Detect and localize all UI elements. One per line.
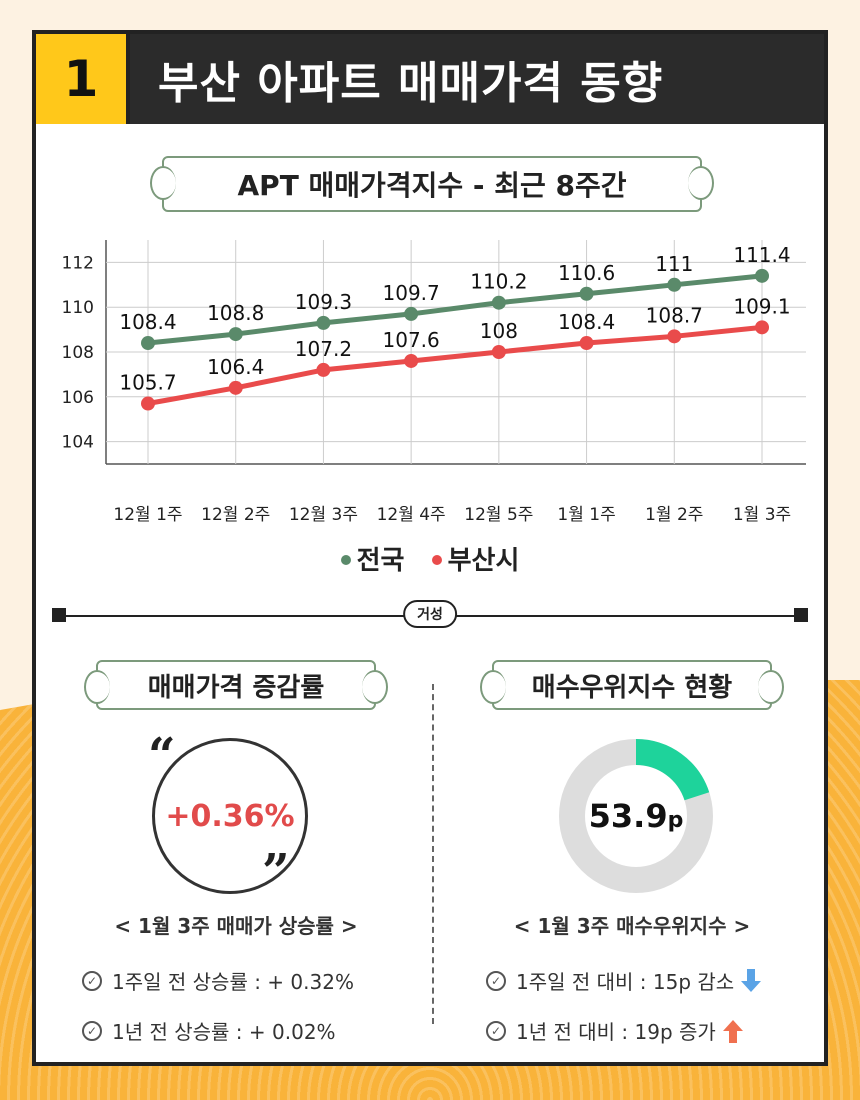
buy-value: 53.9: [588, 797, 668, 835]
legend-item-busan: 부산시: [431, 546, 520, 576]
check-circle-icon: ✓: [82, 1020, 102, 1041]
donut-svg: [559, 739, 713, 893]
header-bar: 1 부산 아파트 매매가격 동향: [36, 34, 824, 124]
section-divider: 거성: [52, 600, 808, 628]
chart-title-ribbon: APT 매매가격지수 - 최근 8주간: [150, 156, 714, 212]
rate-value: +0.36%: [165, 798, 295, 834]
data-label: 111.4: [733, 243, 790, 267]
buy-donut: 53.9 p: [554, 734, 718, 898]
y-tick-label: 112: [62, 253, 94, 273]
data-label: 108.8: [207, 301, 264, 325]
rate-title: 매매가격 증감률: [147, 672, 325, 703]
data-point: [404, 306, 419, 321]
vertical-divider: [432, 684, 434, 1024]
data-point: [755, 320, 769, 335]
data-point: [316, 362, 331, 377]
buy-item-year: ✓ 1년 전 대비 : 19p 증가: [486, 1016, 744, 1045]
buy-item-week: ✓ 1주일 전 대비 : 15p 감소: [486, 966, 762, 995]
y-tick-label: 108: [62, 343, 94, 363]
data-label: 108: [480, 319, 518, 343]
data-label: 106.4: [207, 355, 264, 379]
y-tick-label: 110: [62, 298, 94, 318]
data-point: [404, 353, 419, 368]
x-tick-label: 12월 3주: [289, 505, 358, 525]
arrow-up-icon: [722, 1019, 743, 1043]
rate-item-week: ✓ 1주일 전 상승률 : + 0.32%: [82, 966, 354, 995]
data-point: [491, 295, 506, 310]
x-tick-label: 1월 3주: [733, 505, 791, 525]
data-point: [228, 327, 243, 342]
series-line-0: [147, 273, 763, 346]
section-number: 1: [36, 34, 130, 124]
divider-square-right: [794, 608, 808, 622]
data-point: [667, 329, 682, 344]
arrow-down-icon: [741, 968, 762, 992]
x-tick-label: 1월 1주: [557, 505, 615, 525]
chart-legend: 전국 부산시: [36, 540, 824, 577]
data-label: 110.2: [470, 270, 527, 294]
donut-fill: [559, 739, 713, 893]
y-tick-label: 104: [62, 433, 94, 453]
rate-caption: < 1월 3주 매매가 상승률 >: [114, 914, 358, 938]
legend-dot-national: [340, 554, 351, 565]
line-chart: 104 106 108 110 112 12월 1주 12월 2주 12월 3주 12월 4주 1…: [62, 240, 806, 525]
data-label: 111: [655, 252, 693, 276]
check-circle-icon: ✓: [486, 970, 506, 991]
legend-label-busan: 부산시: [447, 546, 520, 576]
rate-circle: +0.36%: [152, 738, 308, 894]
x-tick-label: 12월 2주: [201, 505, 270, 525]
data-label: 107.2: [295, 337, 352, 361]
x-tick-label: 1월 2주: [645, 505, 703, 525]
data-label: 109.1: [733, 294, 790, 318]
legend-dot-busan: [431, 554, 442, 565]
buy-title: 매수우위지수 현황: [531, 672, 733, 703]
data-point: [141, 396, 155, 411]
x-tick-label: 12월 4주: [377, 505, 446, 525]
data-point: [316, 315, 331, 330]
data-label: 109.3: [295, 290, 352, 314]
check-circle-icon: ✓: [82, 970, 102, 991]
data-label: 110.6: [558, 261, 615, 285]
data-point: [579, 286, 594, 301]
data-point: [579, 336, 594, 351]
rate-title-ribbon: 매매가격 증감률: [84, 660, 388, 710]
chart-title: APT 매매가격지수 - 최근 8주간: [237, 169, 627, 202]
divider-badge: 거성: [403, 600, 457, 628]
donut-value: 53.9 p: [554, 734, 718, 898]
data-point: [755, 268, 769, 283]
data-label: 107.6: [383, 328, 440, 352]
x-tick-label: 12월 1주: [113, 505, 182, 525]
data-point: [491, 345, 506, 359]
data-label: 108.7: [646, 303, 703, 327]
buy-caption: < 1월 3주 매수우위지수 >: [513, 914, 751, 938]
legend-label-national: 전국: [356, 546, 405, 576]
series-line-1: [147, 324, 763, 406]
buy-item-year-text: 1년 전 대비 : 19p 증가: [516, 1020, 716, 1044]
buy-title-ribbon: 매수우위지수 현황: [480, 660, 784, 710]
rate-item-week-text: 1주일 전 상승률 : + 0.32%: [112, 970, 354, 994]
buy-item-week-text: 1주일 전 대비 : 15p 감소: [516, 970, 735, 994]
divider-square-left: [52, 608, 66, 622]
close-quote-icon: ”: [262, 844, 290, 900]
data-label: 109.7: [383, 281, 440, 305]
rate-item-year: ✓ 1년 전 상승률 : + 0.02%: [82, 1016, 336, 1045]
buy-unit: p: [667, 807, 684, 833]
data-label: 105.7: [119, 371, 176, 395]
data-point: [228, 380, 243, 395]
data-label: 108.4: [119, 310, 176, 334]
data-label: 108.4: [558, 310, 615, 334]
infographic-card: 1 부산 아파트 매매가격 동향 APT 매매가격지수 - 최근 8주간 104…: [32, 30, 828, 1066]
legend-item-national: 전국: [340, 546, 405, 576]
page-title: 부산 아파트 매매가격 동향: [158, 58, 664, 109]
data-point: [141, 336, 155, 351]
x-tick-label: 12월 5주: [464, 505, 533, 525]
y-tick-label: 106: [62, 388, 94, 408]
data-point: [667, 277, 682, 292]
check-circle-icon: ✓: [486, 1020, 506, 1041]
rate-item-year-text: 1년 전 상승률 : + 0.02%: [112, 1020, 336, 1044]
